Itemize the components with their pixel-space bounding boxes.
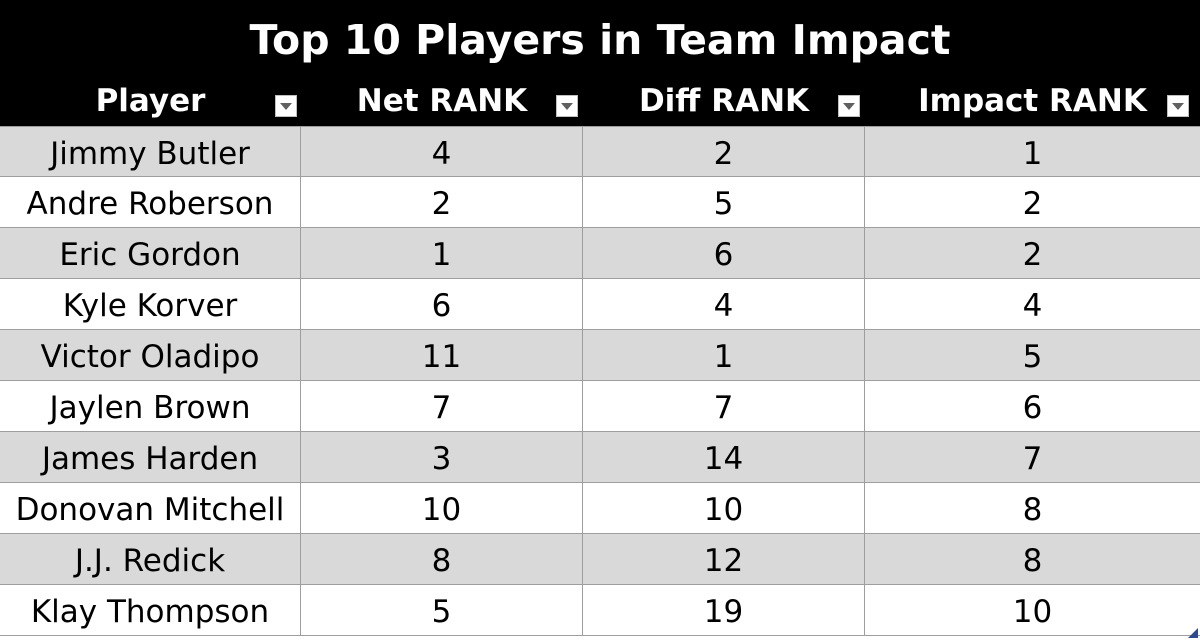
filter-dropdown-icon[interactable]: [556, 95, 578, 117]
impact-rank-cell[interactable]: 4: [1022, 288, 1043, 324]
net-rank-cell[interactable]: 11: [301, 330, 583, 380]
player-cell[interactable]: J.J. Redick: [0, 534, 301, 584]
impact-rank-cell[interactable]: 5: [1022, 339, 1043, 375]
diff-rank-cell[interactable]: 14: [583, 432, 865, 482]
table-body: Jimmy Butler 4 2 1 Andre Roberson 2 5 2 …: [0, 126, 1200, 636]
table-row: Victor Oladipo 11 1 5: [0, 330, 1200, 381]
column-header-label: Impact RANK: [918, 83, 1147, 119]
column-header-impact-rank[interactable]: Impact RANK: [865, 75, 1200, 126]
net-rank-cell[interactable]: 2: [301, 177, 583, 227]
diff-rank-cell[interactable]: 19: [583, 585, 865, 635]
table-header-row: Player Net RANK Diff RANK Impact RANK: [0, 75, 1200, 126]
player-cell[interactable]: James Harden: [0, 432, 301, 482]
filter-dropdown-icon[interactable]: [838, 95, 860, 117]
impact-rank-cell[interactable]: 6: [1022, 390, 1043, 426]
diff-rank-cell[interactable]: 6: [583, 228, 865, 278]
table-row: Jimmy Butler 4 2 1: [0, 126, 1200, 177]
table-row: Jaylen Brown 7 7 6: [0, 381, 1200, 432]
net-rank-cell[interactable]: 6: [301, 279, 583, 329]
column-header-label: Net RANK: [356, 83, 528, 119]
player-cell[interactable]: Donovan Mitchell: [0, 483, 301, 533]
diff-rank-cell[interactable]: 1: [583, 330, 865, 380]
player-cell[interactable]: Kyle Korver: [0, 279, 301, 329]
diff-rank-cell[interactable]: 5: [583, 177, 865, 227]
impact-rank-cell[interactable]: 8: [1022, 543, 1043, 579]
table-resize-handle-icon[interactable]: [1186, 626, 1200, 640]
net-rank-cell[interactable]: 1: [301, 228, 583, 278]
net-rank-cell[interactable]: 10: [301, 483, 583, 533]
impact-rank-cell[interactable]: 1: [1022, 136, 1043, 172]
player-cell[interactable]: Andre Roberson: [0, 177, 301, 227]
impact-rank-cell[interactable]: 10: [1012, 594, 1053, 630]
impact-rank-cell[interactable]: 2: [1022, 237, 1043, 273]
impact-rank-cell[interactable]: 2: [1022, 186, 1043, 222]
table-row: J.J. Redick 8 12 8: [0, 534, 1200, 585]
player-cell[interactable]: Eric Gordon: [0, 228, 301, 278]
table-row: Klay Thompson 5 19 10: [0, 585, 1200, 636]
table-title: Top 10 Players in Team Impact: [0, 0, 1200, 75]
net-rank-cell[interactable]: 7: [301, 381, 583, 431]
table-row: James Harden 3 14 7: [0, 432, 1200, 483]
diff-rank-cell[interactable]: 12: [583, 534, 865, 584]
impact-rank-cell[interactable]: 7: [1022, 441, 1043, 477]
filter-dropdown-icon[interactable]: [275, 95, 297, 117]
filter-dropdown-icon[interactable]: [1167, 95, 1189, 117]
column-header-player[interactable]: Player: [0, 75, 301, 126]
table-row: Eric Gordon 1 6 2: [0, 228, 1200, 279]
player-cell[interactable]: Jimmy Butler: [0, 127, 301, 177]
column-header-label: Diff RANK: [638, 83, 810, 119]
column-header-label: Player: [95, 83, 206, 119]
net-rank-cell[interactable]: 5: [301, 585, 583, 635]
net-rank-cell[interactable]: 3: [301, 432, 583, 482]
net-rank-cell[interactable]: 4: [301, 127, 583, 177]
diff-rank-cell[interactable]: 7: [583, 381, 865, 431]
column-header-diff-rank[interactable]: Diff RANK: [583, 75, 865, 126]
impact-rank-cell[interactable]: 8: [1022, 492, 1043, 528]
player-cell[interactable]: Klay Thompson: [0, 585, 301, 635]
player-cell[interactable]: Jaylen Brown: [0, 381, 301, 431]
net-rank-cell[interactable]: 8: [301, 534, 583, 584]
diff-rank-cell[interactable]: 2: [583, 127, 865, 177]
player-cell[interactable]: Victor Oladipo: [0, 330, 301, 380]
table-row: Donovan Mitchell 10 10 8: [0, 483, 1200, 534]
column-header-net-rank[interactable]: Net RANK: [301, 75, 583, 126]
diff-rank-cell[interactable]: 10: [583, 483, 865, 533]
table-row: Kyle Korver 6 4 4: [0, 279, 1200, 330]
table-row: Andre Roberson 2 5 2: [0, 177, 1200, 228]
diff-rank-cell[interactable]: 4: [583, 279, 865, 329]
